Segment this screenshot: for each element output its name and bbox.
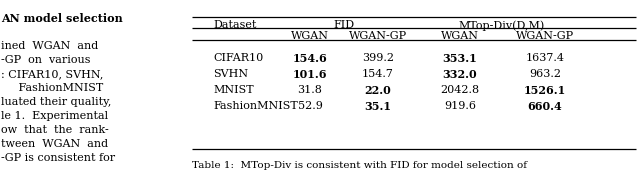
Text: 101.6: 101.6: [292, 69, 327, 80]
Text: -GP is consistent for: -GP is consistent for: [1, 153, 115, 163]
Text: 1637.4: 1637.4: [525, 53, 564, 63]
Text: WGAN-GP: WGAN-GP: [516, 31, 574, 41]
Text: SVHN: SVHN: [213, 69, 248, 79]
Text: ow  that  the  rank-: ow that the rank-: [1, 125, 109, 135]
Text: 22.0: 22.0: [365, 85, 392, 96]
Text: ined  WGAN  and: ined WGAN and: [1, 41, 99, 51]
Text: -GP  on  various: -GP on various: [1, 55, 90, 65]
Text: Table 1:  MTop-Div is consistent with FID for model selection of: Table 1: MTop-Div is consistent with FID…: [192, 161, 527, 170]
Text: WGAN-GP: WGAN-GP: [349, 31, 407, 41]
Text: le 1.  Experimental: le 1. Experimental: [1, 111, 108, 121]
Text: 52.9: 52.9: [298, 101, 323, 111]
Text: FID: FID: [333, 20, 355, 30]
Text: 332.0: 332.0: [443, 69, 477, 80]
Text: 660.4: 660.4: [527, 101, 563, 112]
Text: 31.8: 31.8: [298, 85, 323, 95]
Text: 399.2: 399.2: [362, 53, 394, 63]
Text: : CIFAR10, SVHN,: : CIFAR10, SVHN,: [1, 69, 104, 79]
Text: 353.1: 353.1: [443, 53, 477, 64]
Text: 919.6: 919.6: [444, 101, 476, 111]
Text: 154.6: 154.6: [292, 53, 328, 64]
Text: 963.2: 963.2: [529, 69, 561, 79]
Text: luated their quality,: luated their quality,: [1, 97, 111, 107]
Text: 2042.8: 2042.8: [440, 85, 479, 95]
Text: 1526.1: 1526.1: [524, 85, 566, 96]
Text: WGAN: WGAN: [291, 31, 329, 41]
Text: FashionMNIST: FashionMNIST: [1, 83, 103, 93]
Text: MTop-Div(D,M): MTop-Div(D,M): [459, 20, 545, 31]
Text: FashionMNIST: FashionMNIST: [213, 101, 298, 111]
Text: MNIST: MNIST: [213, 85, 253, 95]
Text: Dataset: Dataset: [213, 20, 257, 30]
Text: CIFAR10: CIFAR10: [213, 53, 263, 63]
Text: 35.1: 35.1: [365, 101, 392, 112]
Text: tween  WGAN  and: tween WGAN and: [1, 139, 108, 149]
Text: AN model selection: AN model selection: [1, 13, 123, 24]
Text: WGAN: WGAN: [441, 31, 479, 41]
Text: 154.7: 154.7: [362, 69, 394, 79]
